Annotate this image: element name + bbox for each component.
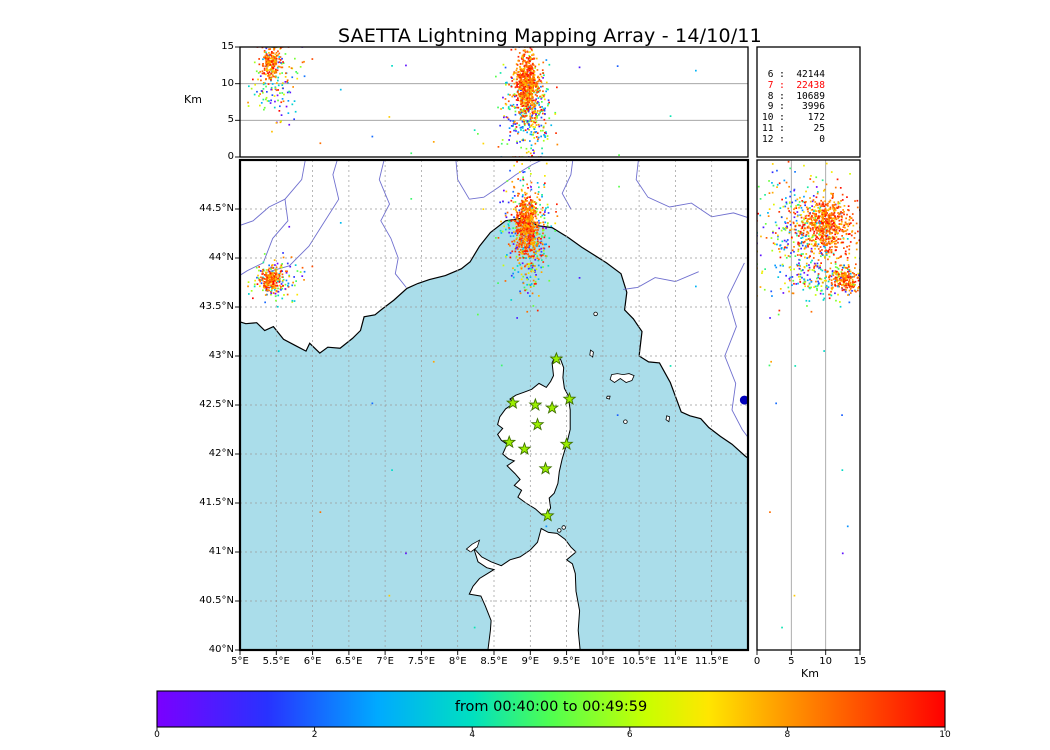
level-count-row: 9 : 3996	[762, 101, 825, 113]
lat-tick-label: 44°N	[208, 252, 234, 263]
island	[465, 539, 481, 553]
lat-tick-label: 41°N	[208, 546, 234, 557]
lon-tick-label: 11°E	[663, 656, 688, 667]
alt-tick-label-bottom: 0	[753, 656, 761, 667]
lon-tick-label: 6.5°E	[335, 656, 363, 667]
colorbar-tick-label: 2	[311, 730, 318, 740]
level-count-row: 12 : 0	[762, 133, 825, 145]
colorbar-tick-label: 8	[784, 730, 791, 740]
lma-station-star	[545, 400, 560, 414]
lightning-points-alt-lon	[247, 47, 697, 157]
river	[240, 198, 286, 226]
lon-tick-label: 7°E	[376, 656, 394, 667]
lma-station-star	[559, 436, 574, 451]
lon-tick-label: 5°E	[231, 656, 249, 667]
island	[605, 395, 611, 400]
island	[609, 373, 635, 383]
colorbar-gradient	[156, 690, 946, 728]
level-count-row: 10 : 172	[762, 112, 825, 124]
colorbar-title: from 00:40:00 to 00:49:59	[454, 699, 648, 715]
lat-tick-label: 43.5°N	[199, 301, 234, 312]
map-panel	[240, 160, 748, 650]
islet	[623, 419, 628, 424]
colorbar-tick-label: 6	[626, 730, 633, 740]
sardinia-coastline	[468, 527, 581, 650]
level-count-row: 7 : 22438	[762, 79, 825, 91]
alt-lon-panel	[240, 47, 748, 157]
river	[455, 160, 543, 200]
altitude-axis-km-label-right: Km	[801, 667, 819, 680]
lon-tick-label: 7.5°E	[407, 656, 436, 667]
lon-tick-label: 11.5°E	[694, 656, 729, 667]
lon-tick-label: 8.5°E	[480, 656, 508, 667]
lma-station-star	[502, 434, 517, 449]
lat-tick-label: 40.5°N	[199, 595, 234, 606]
lma-station-star	[530, 417, 545, 431]
blue-marker	[739, 395, 748, 405]
lma-station-star	[562, 391, 577, 406]
lat-tick-label: 42.5°N	[199, 399, 234, 410]
alt-tick-label-left: 15	[221, 41, 234, 52]
river	[724, 262, 748, 439]
lon-tick-label: 8°E	[448, 656, 467, 667]
alt-lat-frame	[756, 159, 861, 651]
level-counts-frame	[756, 46, 861, 158]
mainland-coastline	[240, 160, 748, 459]
lat-tick-label: 42°N	[208, 448, 234, 459]
island	[589, 349, 594, 358]
lma-station-star	[540, 508, 555, 522]
altitude-axis-km-label: Km	[184, 93, 202, 106]
islet	[557, 528, 562, 533]
lat-tick-label: 43°N	[208, 350, 234, 361]
lat-tick-label: 44.5°N	[199, 203, 234, 214]
colorbar-tick-label: 0	[154, 730, 160, 740]
lightning-points-alt-lat	[757, 160, 860, 629]
level-count-row: 6 : 42144	[762, 69, 825, 80]
page-title: SAETTA Lightning Mapping Array - 14/10/1…	[338, 25, 762, 47]
alt-lat-panel	[757, 160, 860, 650]
alt-tick-label-left: 5	[227, 114, 234, 126]
river	[635, 160, 748, 219]
lma-station-star	[538, 461, 553, 475]
lat-tick-label: 41.5°N	[199, 497, 234, 508]
river	[623, 271, 699, 290]
lma-station-star	[505, 395, 520, 409]
islet	[593, 311, 598, 317]
colorbar-tick-label: 4	[469, 730, 476, 740]
level-count-row: 11 : 25	[762, 122, 825, 134]
lon-tick-label: 10.5°E	[622, 656, 656, 667]
colorbar-tick-label: 10	[939, 730, 951, 740]
map-frame	[238, 158, 750, 652]
islet	[561, 525, 566, 530]
lon-tick-label: 5.5°E	[262, 656, 290, 667]
lma-station-star	[549, 351, 564, 365]
alt-tick-label-bottom: 10	[819, 656, 833, 667]
lon-tick-label: 9°E	[521, 656, 540, 667]
lon-tick-label: 9.5°E	[552, 656, 581, 667]
river	[378, 160, 407, 288]
lon-tick-label: 10°E	[590, 656, 615, 667]
alt-lon-frame	[239, 46, 749, 158]
lma-station-star	[528, 397, 543, 411]
lma-station-star	[517, 441, 532, 456]
lat-tick-label: 40°N	[208, 644, 234, 655]
level-count-row: 8 : 10689	[762, 90, 825, 102]
lightning-points-map	[247, 160, 697, 629]
alt-tick-label-bottom: 15	[853, 656, 867, 667]
level-counts-box: 6 : 42144 7 : 22438 8 : 10689 9 : 3996 10…	[762, 69, 854, 146]
alt-tick-label-bottom: 5	[788, 656, 795, 667]
island	[665, 415, 671, 423]
river	[265, 160, 340, 274]
alt-tick-label-left: 0	[227, 151, 234, 162]
alt-tick-label-left: 10	[221, 77, 234, 89]
corsica-coastline	[496, 354, 571, 517]
river	[240, 160, 306, 276]
lon-tick-label: 6°E	[303, 656, 322, 667]
